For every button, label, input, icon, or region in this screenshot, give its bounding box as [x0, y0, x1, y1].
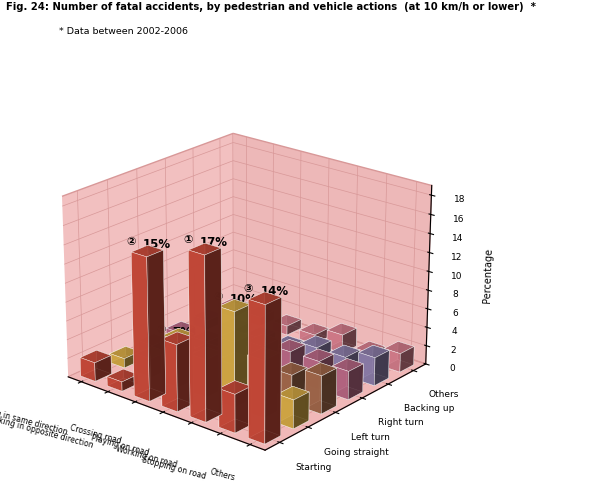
Text: Fig. 24: Number of fatal accidents, by pedestrian and vehicle actions  (at 10 km: Fig. 24: Number of fatal accidents, by p…: [6, 2, 536, 12]
Text: * Data between 2002-2006: * Data between 2002-2006: [59, 27, 188, 36]
